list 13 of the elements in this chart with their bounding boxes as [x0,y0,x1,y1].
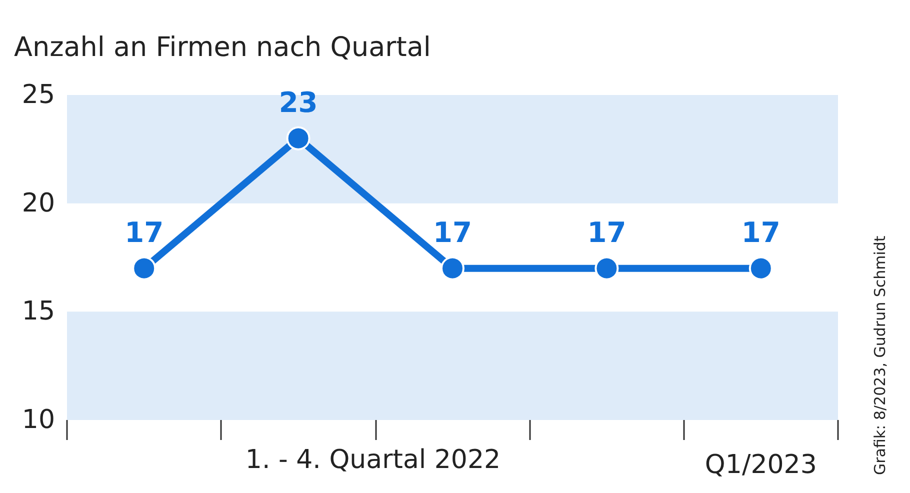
data-label: 17 [741,216,780,249]
data-label: 17 [587,216,626,249]
data-label: 17 [124,216,164,249]
y-tick-label: 20 [22,188,55,218]
y-tick-label: 25 [22,80,55,110]
y-tick-label: 10 [22,405,55,435]
chart-title: Anzahl an Firmen nach Quartal [14,32,431,63]
data-label: 17 [433,216,472,249]
x-tick-label: Q1/2023 [704,450,817,480]
data-label: 23 [278,86,318,119]
text: Grafik: 8/2023, Gudrun Schmidt [871,236,889,475]
text: 1. - 4. Quartal 2022 [245,445,501,475]
y-tick-label: 15 [22,296,55,327]
